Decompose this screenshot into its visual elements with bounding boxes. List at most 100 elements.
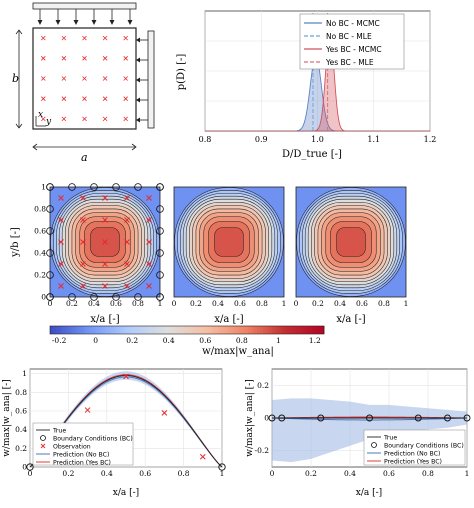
boundary-marker bbox=[46, 271, 54, 279]
profile-right-xtick-label: 0.8 bbox=[422, 469, 434, 478]
posterior-ticks: 0.8 0.9 1.0 1.1 1.2 bbox=[199, 135, 437, 144]
observation-marker bbox=[58, 283, 64, 289]
colorbar-segment bbox=[320, 326, 325, 334]
colorbar-tick-label: 1 bbox=[276, 336, 281, 345]
contour-xtick-label: 0.2 bbox=[66, 299, 78, 308]
label-b: b bbox=[12, 72, 19, 85]
contour-ytick-label: 0.6 bbox=[34, 227, 46, 236]
colorbar-segment bbox=[193, 326, 197, 334]
boundary-marker bbox=[46, 205, 54, 213]
colorbar-segment bbox=[266, 326, 270, 334]
profile-right-ytick-label: 0 bbox=[264, 414, 269, 423]
profile-left-uncertainty-band bbox=[30, 371, 222, 467]
contour-xtick-label: 0.8 bbox=[256, 299, 268, 308]
observation-marker bbox=[146, 195, 152, 201]
observation-marker bbox=[102, 261, 108, 267]
colorbar-frame bbox=[49, 325, 325, 335]
colorbar-segment bbox=[101, 326, 106, 334]
b-dimension-arrows bbox=[15, 29, 23, 129]
boundary-marker bbox=[156, 183, 164, 191]
plate bbox=[32, 27, 137, 130]
colorbar-segment bbox=[129, 326, 133, 334]
posterior-legend: No BC - MCMC No BC - MLE Yes BC - MCMC Yes … bbox=[299, 13, 405, 70]
colorbar-segment bbox=[83, 326, 87, 334]
contour-xlabel-2: x/a [-] bbox=[214, 314, 243, 325]
colorbar-segment bbox=[293, 326, 297, 334]
colorbar-segment bbox=[86, 326, 90, 334]
observation-marker bbox=[124, 239, 130, 245]
boundary-marker bbox=[156, 249, 164, 257]
profile-right-legend-label: True bbox=[383, 434, 397, 441]
profile-right-legend-label: Prediction (No BC) bbox=[384, 450, 440, 457]
profile-left-legend-swatch bbox=[40, 443, 46, 449]
boundary-marker bbox=[46, 183, 54, 191]
top-load-arrowhead bbox=[55, 20, 61, 25]
posterior-xtick-label: 0.9 bbox=[255, 135, 268, 144]
profile-left-xtick-label: 0.4 bbox=[101, 469, 113, 478]
observation-marker bbox=[146, 283, 152, 289]
profile-left-legend-swatch bbox=[40, 435, 46, 441]
sensor-marker bbox=[61, 116, 67, 122]
boundary-marker bbox=[90, 183, 98, 191]
contour-xtick-label: 0.4 bbox=[212, 299, 224, 308]
profile-left-ytick-label: 1 bbox=[22, 369, 27, 378]
boundary-marker bbox=[112, 293, 120, 301]
colorbar-label: w/max|w_ana| bbox=[202, 346, 274, 357]
contour-xtick-label: 0.2 bbox=[190, 299, 202, 308]
legend-circle bbox=[40, 435, 46, 441]
observation-marker bbox=[58, 195, 64, 201]
colorbar-segment bbox=[244, 326, 249, 334]
colorbar-segment bbox=[284, 326, 288, 334]
colorbar-segment bbox=[187, 326, 191, 334]
colorbar-segment bbox=[59, 326, 63, 334]
observation-marker bbox=[124, 217, 130, 223]
contour-ytick-label: 0 bbox=[41, 293, 46, 302]
profile-right-xtick-label: 0 bbox=[270, 469, 275, 478]
profile-right-bc-point bbox=[444, 414, 451, 422]
colorbar-segment bbox=[132, 326, 136, 334]
colorbar-segment bbox=[250, 326, 255, 334]
profile-right-ytick-label: 0.2 bbox=[257, 381, 269, 390]
boundary-marker bbox=[156, 293, 164, 301]
colorbar-segment bbox=[190, 326, 194, 334]
colorbar-segment bbox=[263, 326, 267, 334]
contour-level bbox=[214, 227, 244, 257]
colorbar-segment bbox=[275, 326, 279, 334]
colorbar-segment bbox=[180, 326, 185, 334]
profile-left-ticks: 0 0.2 0.4 0.6 0.8 1 0 0.2 0.4 0.6 0.8 1 bbox=[15, 369, 224, 478]
posterior-ylabel: p(D) [-] bbox=[176, 54, 187, 91]
observation-marker bbox=[58, 239, 64, 245]
label-y: y bbox=[45, 117, 52, 127]
contour-level bbox=[336, 227, 366, 257]
side-load-arrows bbox=[136, 37, 148, 123]
contour-xtick-label: 1 bbox=[282, 299, 287, 308]
colorbar-segment bbox=[156, 326, 160, 334]
colorbar-segment bbox=[278, 326, 282, 334]
colorbar-segment bbox=[165, 326, 170, 334]
sensor-marker bbox=[41, 76, 46, 81]
profile-right-legend-box bbox=[363, 429, 466, 466]
sensor-marker bbox=[102, 116, 108, 122]
plate-schematic: b a x y bbox=[12, 2, 155, 164]
profile-right-ytick-label: -0.2 bbox=[255, 446, 270, 455]
contour-xtick-label: 0.6 bbox=[110, 299, 122, 308]
colorbar-segment bbox=[113, 326, 118, 334]
profile-left-ytick-label: 0.4 bbox=[15, 425, 27, 434]
boundary-marker bbox=[90, 293, 98, 301]
colorbar-segment bbox=[126, 326, 130, 334]
observation-marker bbox=[80, 195, 86, 201]
sensor-markers bbox=[41, 35, 128, 122]
profile-left-xlabel: x/a [-] bbox=[113, 488, 139, 498]
colorbar-segment bbox=[196, 326, 200, 334]
colorbar-segment bbox=[141, 326, 145, 334]
observation-marker bbox=[58, 261, 64, 267]
colorbar-segment bbox=[211, 326, 215, 334]
sensor-marker bbox=[123, 116, 128, 122]
observation-marker bbox=[124, 283, 130, 289]
contour-xtick-label: 1 bbox=[158, 299, 163, 308]
colorbar-segment bbox=[281, 326, 285, 334]
colorbar-segment bbox=[223, 326, 227, 334]
contour-ytick-label: 1 bbox=[41, 183, 46, 192]
